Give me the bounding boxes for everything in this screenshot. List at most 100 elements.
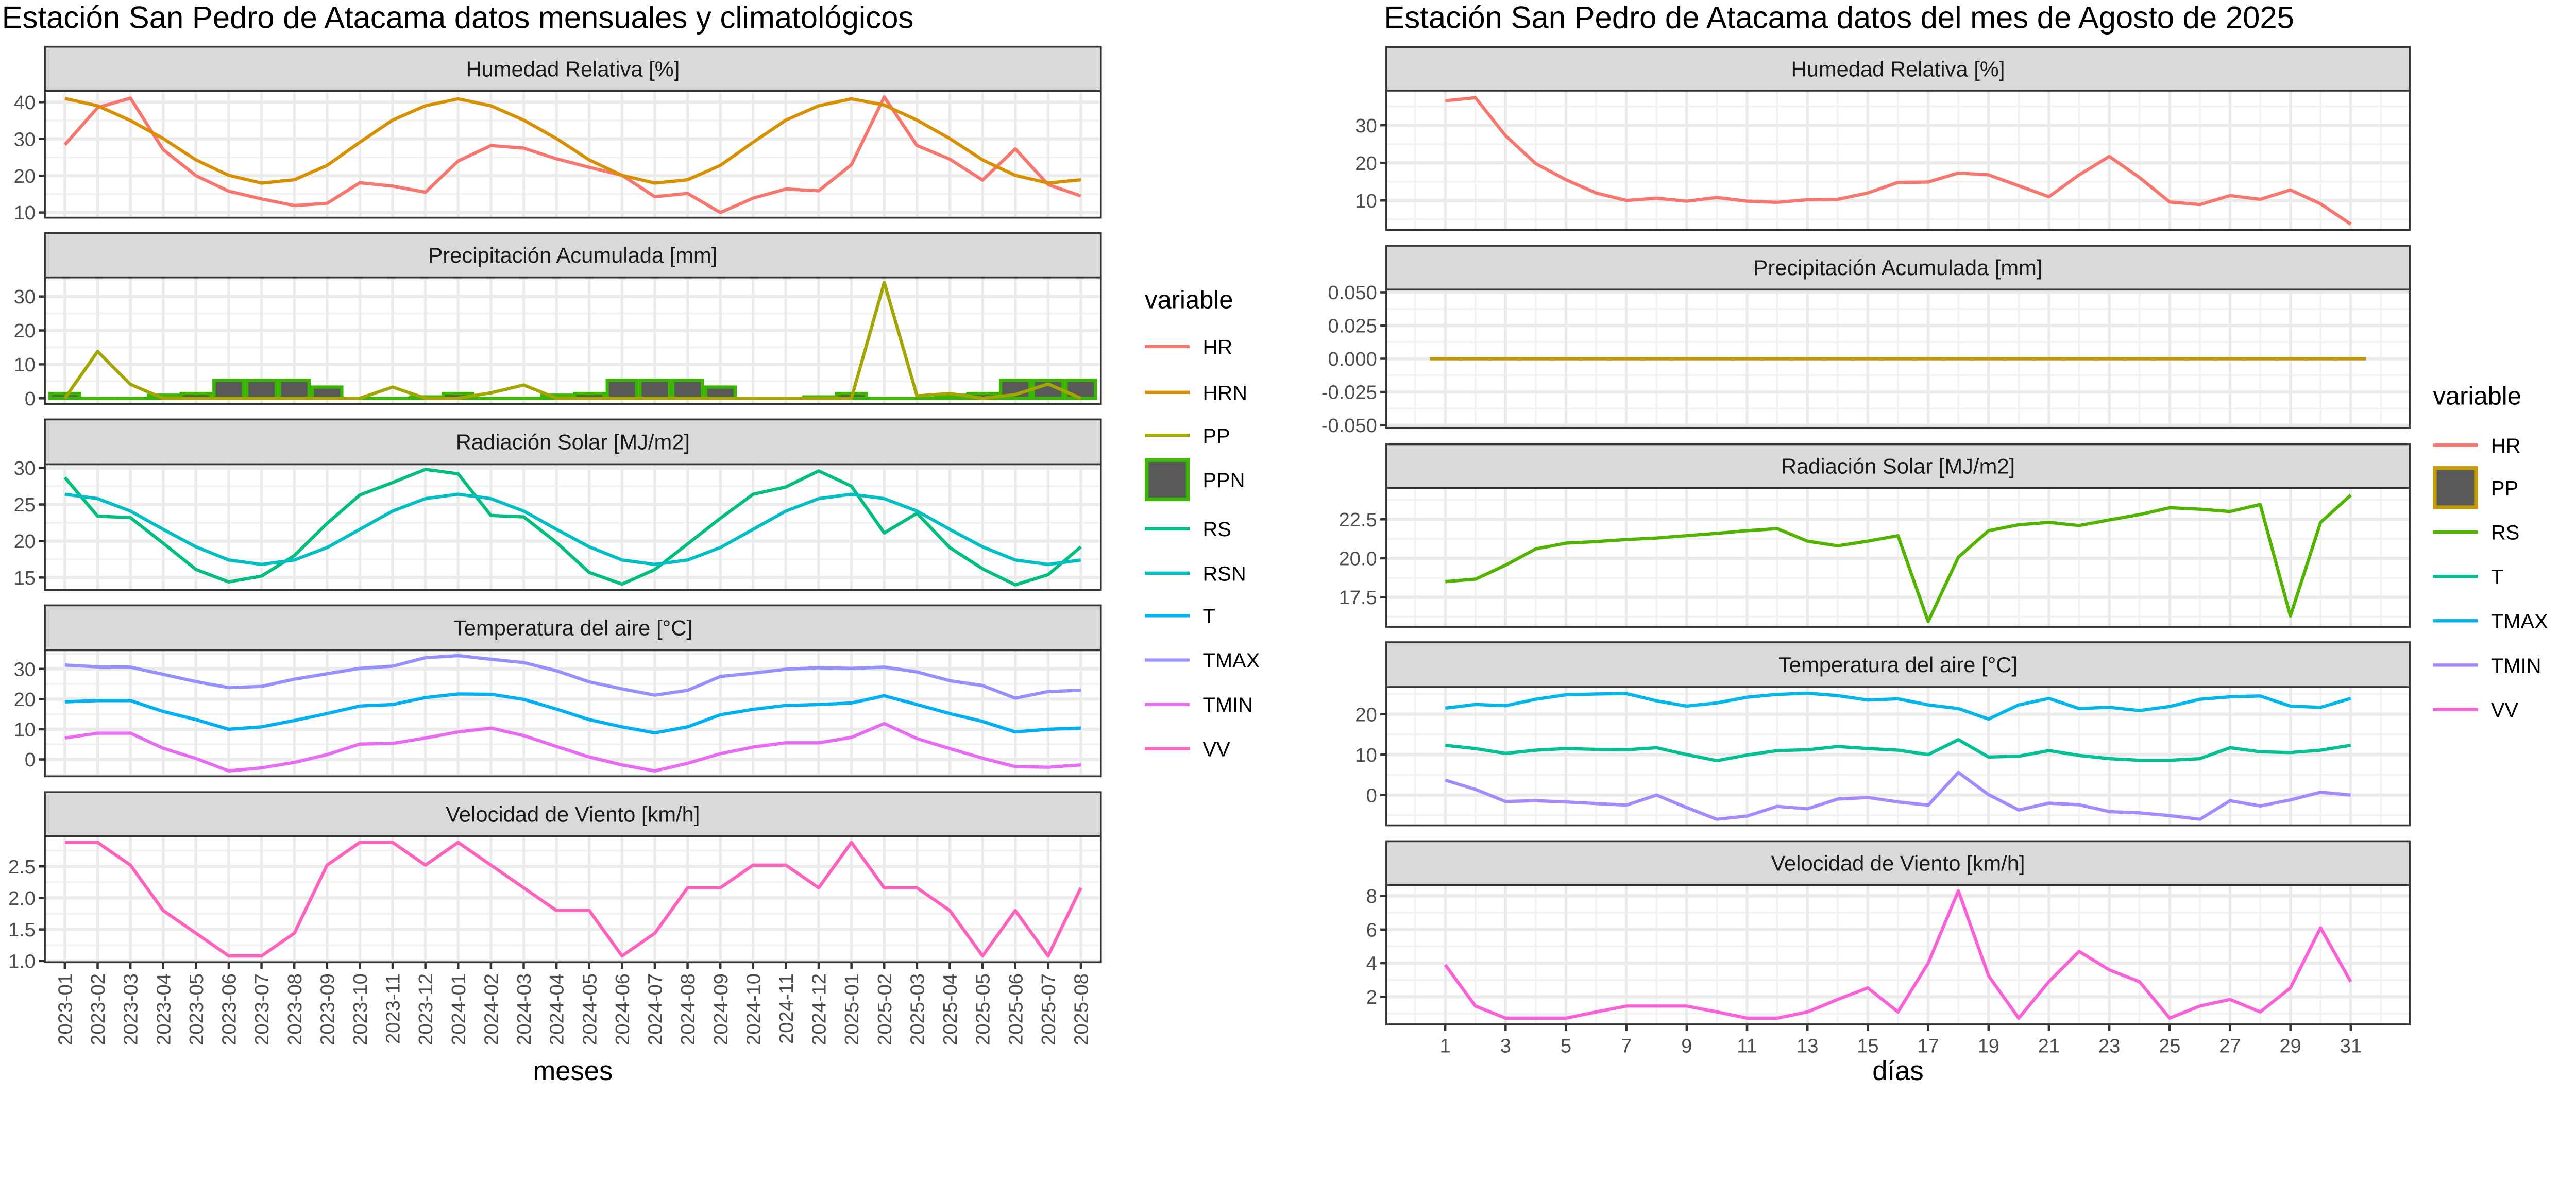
- legend-title: variable: [1145, 286, 1233, 314]
- y-tick-label: 20.0: [1339, 549, 1377, 570]
- series-line-vv: [64, 841, 1082, 958]
- x-tick-label: 29: [2279, 1035, 2301, 1057]
- legend-key-box: [2433, 466, 2478, 509]
- y-tick-label: 20: [14, 320, 36, 342]
- data-point-hr: [2199, 204, 2200, 205]
- data-point-pp: [294, 398, 295, 399]
- data-point-pp: [261, 398, 262, 399]
- data-point-tmax: [2048, 698, 2049, 699]
- legend-label: T: [2491, 566, 2503, 589]
- data-point-rs: [1988, 530, 1989, 531]
- facet-2: Radiación Solar [MJ/m2] 17.5 20.0 22.5: [1339, 443, 2411, 628]
- x-tick-label: 17: [1917, 1035, 1939, 1057]
- x-tick-label: 2024-01: [448, 973, 470, 1046]
- data-point-rs: [654, 569, 655, 570]
- x-tick-label: 2025-03: [907, 973, 928, 1046]
- data-point-t: [2048, 750, 2049, 751]
- y-tick-label: 17.5: [1339, 587, 1377, 609]
- data-point-tmin: [1596, 803, 1597, 804]
- y-tick-label: -0.050: [1321, 415, 1377, 437]
- data-point-tmax: [1988, 719, 1989, 720]
- data-point-t: [2350, 745, 2351, 746]
- panel-border: [44, 835, 1102, 964]
- data-point-rs: [2048, 522, 2049, 523]
- legend: variable HR PP RS T TMAX TMIN VV: [2433, 382, 2548, 722]
- data-point-t: [2139, 760, 2140, 761]
- data-point-tmin: [556, 746, 557, 747]
- x-tick-label: 25: [2159, 1035, 2180, 1057]
- x-tick-label: 2024-05: [579, 973, 601, 1046]
- facet-strip: [44, 604, 1102, 652]
- bar-ppn: [998, 379, 1032, 400]
- y-tick-label: 1.0: [8, 951, 36, 972]
- legend-label: T: [1202, 605, 1215, 628]
- data-point-pp: [884, 282, 885, 283]
- data-point-pp: [458, 398, 459, 399]
- y-tick-label: 20: [14, 166, 36, 187]
- y-tick-label: 10: [14, 354, 36, 376]
- data-point-rs: [1747, 530, 1748, 531]
- panel-border: [44, 90, 1102, 219]
- data-point-tmin: [523, 735, 524, 736]
- y-tick-label: 10: [1355, 745, 1377, 766]
- facet-0: Humedad Relativa [%] 10 20 30 40: [14, 45, 1102, 224]
- legend-label: RS: [2491, 522, 2519, 544]
- bar-ppn: [638, 379, 671, 400]
- y-tick-label: 10: [1355, 191, 1377, 212]
- y-tick-label: 20: [14, 689, 36, 711]
- legend-label: TMAX: [2491, 610, 2548, 633]
- data-point-hr: [1475, 97, 1476, 98]
- x-tick-label: 2024-04: [547, 973, 568, 1046]
- data-point-hrn: [884, 105, 885, 106]
- data-point-hr: [1505, 135, 1506, 136]
- data-point-rs: [2290, 615, 2291, 616]
- x-tick-label: 21: [2038, 1035, 2060, 1057]
- data-point-vv: [1080, 887, 1081, 888]
- data-point-tmin: [654, 770, 655, 771]
- data-point-rs: [720, 518, 721, 519]
- series-line-t: [1445, 738, 2351, 763]
- x-tick-label: 2023-05: [186, 973, 208, 1046]
- x-tick-label: 2023-02: [88, 973, 109, 1046]
- y-tick-label: 0.050: [1328, 282, 1377, 304]
- y-tick-label: 0.000: [1328, 349, 1377, 370]
- facet-strip: [1385, 443, 2411, 489]
- data-point-hr: [425, 192, 426, 193]
- facet-strip: [44, 232, 1102, 279]
- legend-label: TMIN: [2491, 655, 2541, 677]
- data-point-hr: [490, 145, 491, 146]
- bar-ppn: [310, 385, 344, 400]
- data-point-t: [720, 714, 721, 715]
- chart-title: Estación San Pedro de Atacama datos mens…: [2, 0, 914, 35]
- bar-ppn: [278, 379, 311, 400]
- y-tick-label: 30: [14, 286, 36, 308]
- legend-label: RS: [1202, 518, 1231, 541]
- data-point-vv: [654, 933, 655, 934]
- data-point-tmax: [851, 668, 852, 669]
- y-tick-label: 2: [1366, 987, 1377, 1008]
- x-tick-label: 2025-06: [1005, 973, 1027, 1046]
- data-point-tmax: [2350, 698, 2351, 699]
- facet-4: Velocidad de Viento [km/h] 2 4 6 8: [1366, 840, 2411, 1025]
- data-point-pp: [851, 398, 852, 399]
- data-point-rs: [228, 581, 229, 582]
- data-point-hr: [2260, 199, 2261, 200]
- data-point-rs: [425, 469, 426, 470]
- data-point-rs: [2320, 522, 2321, 523]
- data-point-pp: [228, 398, 229, 399]
- data-point-tmin: [2320, 792, 2321, 793]
- y-tick-label: 20: [14, 531, 36, 553]
- x-tick-label: 23: [2098, 1035, 2120, 1057]
- bar-ppn: [212, 379, 245, 400]
- x-tick-label: 7: [1621, 1035, 1632, 1057]
- facet-0: Humedad Relativa [%] 10 20 30: [1355, 46, 2411, 231]
- legend-label: HR: [2491, 435, 2521, 457]
- data-point-hr: [294, 205, 295, 206]
- data-point-tmax: [1475, 704, 1476, 705]
- facet-title: Humedad Relativa [%]: [466, 57, 680, 81]
- data-point-rs: [1445, 581, 1446, 582]
- data-point-vv: [458, 842, 459, 843]
- data-point-hrn: [458, 98, 459, 99]
- y-tick-label: -0.025: [1321, 382, 1377, 404]
- x-axis-title: meses: [533, 1056, 613, 1086]
